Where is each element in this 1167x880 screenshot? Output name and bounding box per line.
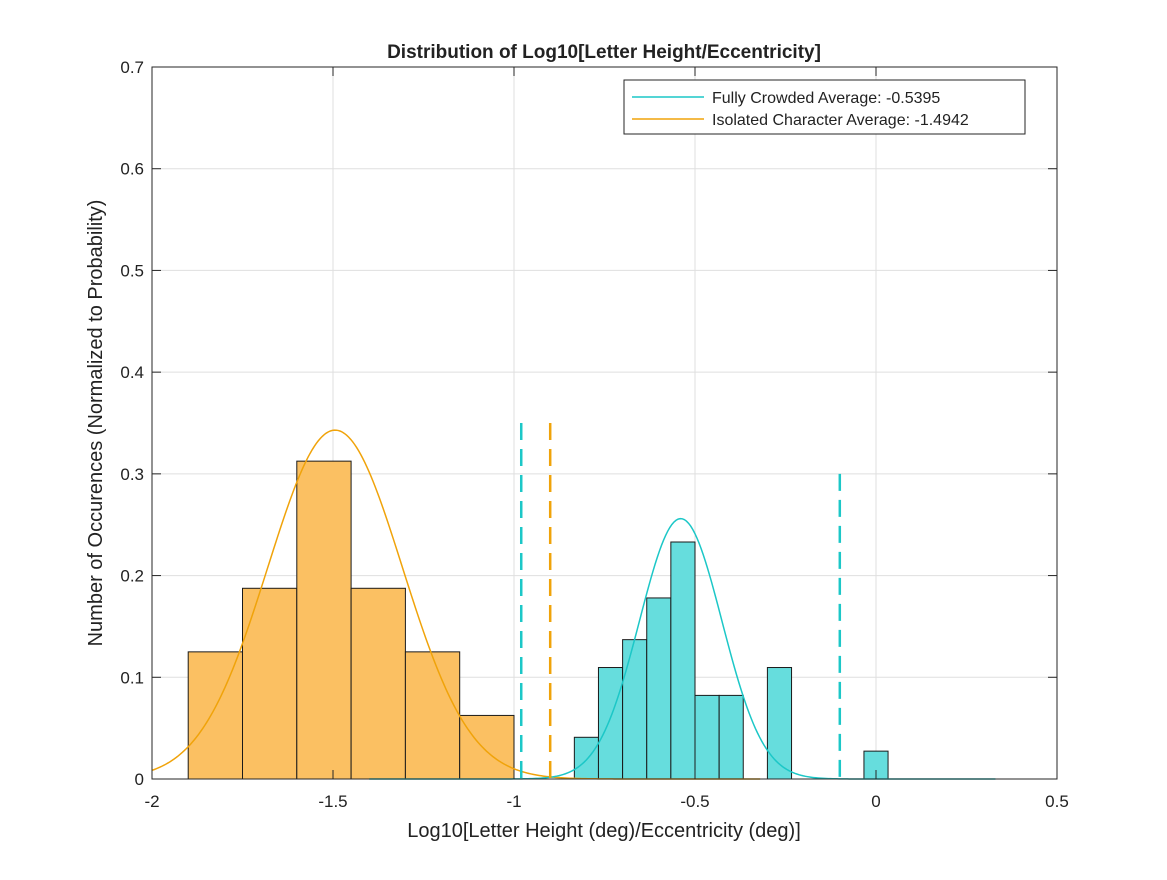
x-tick-label: 0.5 xyxy=(1045,792,1069,811)
legend-box xyxy=(623,79,1026,135)
y-tick-label: 0.7 xyxy=(120,58,144,77)
x-tick-label: -0.5 xyxy=(680,792,709,811)
threshold-lines-layer xyxy=(519,423,842,779)
x-tick-label: 0 xyxy=(871,792,880,811)
y-tick-label: 0.6 xyxy=(120,160,144,179)
x-axis-label: Log10[Letter Height (deg)/Eccentricity (… xyxy=(407,820,801,842)
histogram-bar-fully-crowded xyxy=(670,541,696,780)
y-tick-label: 0.4 xyxy=(120,363,144,382)
histogram-bar-fully-crowded xyxy=(597,667,624,780)
legend-label-fully-crowded: Fully Crowded Average: -0.5395 xyxy=(712,90,940,107)
histogram-bar-isolated xyxy=(296,460,352,780)
y-tick-label: 0.1 xyxy=(120,668,144,687)
histogram-bar-fully-crowded xyxy=(718,694,744,780)
histogram-bar-fully-crowded xyxy=(766,667,793,780)
tick-labels-layer: -2 -1.5 -1 -0.5 0 0.5 0 0.1 0.2 0.3 0.4 0.5 0.6 0.7 xyxy=(120,58,1068,811)
legend: Fully Crowded Average: -0.5395 Isolated … xyxy=(623,79,1026,135)
y-tick-label: 0.5 xyxy=(120,261,144,280)
histogram-bar-isolated xyxy=(242,587,298,780)
histogram-bar-isolated xyxy=(459,714,515,780)
histogram-bar-isolated xyxy=(404,651,461,780)
histogram-bar-fully-crowded xyxy=(646,597,672,780)
plot-frame xyxy=(151,66,1058,780)
y-tick-label: 0 xyxy=(135,770,144,789)
histogram-bar-fully-crowded xyxy=(622,639,648,780)
y-tick-label: 0.3 xyxy=(120,465,144,484)
x-tick-label: -2 xyxy=(144,792,159,811)
x-tick-label: -1.5 xyxy=(318,792,347,811)
y-axis-label: Number of Occurences (Normalized to Prob… xyxy=(85,200,107,647)
axes-layer xyxy=(151,66,1058,780)
y-tick-label: 0.2 xyxy=(120,567,144,586)
histogram-bar-fully-crowded xyxy=(694,694,720,780)
chart-title: Distribution of Log10[Letter Height/Ecce… xyxy=(387,42,821,63)
bars-layer xyxy=(187,460,889,780)
legend-label-isolated: Isolated Character Average: -1.4942 xyxy=(712,112,969,129)
histogram-bar-isolated xyxy=(350,587,406,780)
histogram-bar-fully-crowded xyxy=(573,736,599,780)
histogram-bar-isolated xyxy=(187,651,243,780)
x-tick-label: -1 xyxy=(506,792,521,811)
